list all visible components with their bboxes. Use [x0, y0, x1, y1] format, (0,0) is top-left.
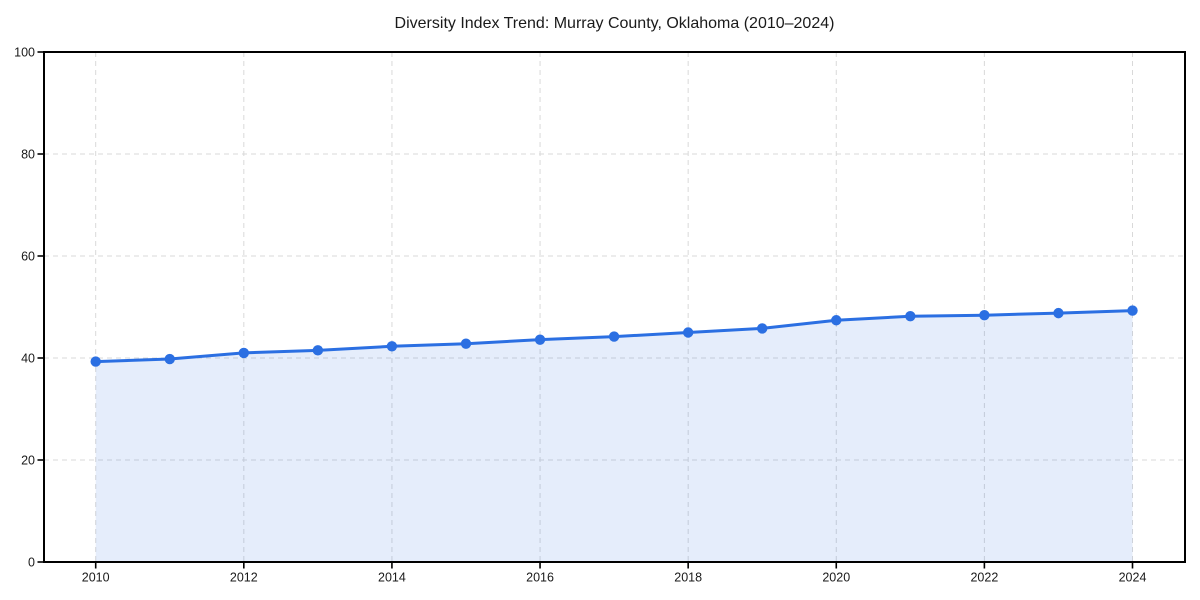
series-layer — [90, 305, 1138, 562]
axis-layer — [37, 51, 1186, 569]
x-tick-label: 2022 — [970, 571, 998, 585]
data-point-marker — [164, 353, 175, 365]
x-tick-label: 2014 — [378, 571, 406, 585]
tick-label-layer: 2010 2012 2014 2016 2018 2020 2022 2024 0 20 40 60 8… — [14, 45, 1146, 584]
data-point-marker — [386, 341, 398, 352]
y-tick-label: 60 — [21, 249, 35, 263]
x-tick-label: 2010 — [82, 571, 110, 585]
x-tick-label: 2016 — [526, 571, 554, 585]
data-point-marker — [238, 347, 250, 359]
y-tick-label: 100 — [14, 45, 35, 59]
data-point-marker — [682, 327, 694, 338]
data-point-marker — [312, 345, 324, 356]
x-tick-label: 2012 — [230, 571, 258, 585]
data-point-marker — [534, 334, 546, 345]
plot-frame — [43, 51, 1186, 563]
x-tick-label: 2024 — [1119, 571, 1147, 585]
data-point-marker — [1127, 305, 1138, 316]
x-tick-label: 2020 — [822, 571, 850, 585]
data-point-marker — [905, 310, 916, 322]
y-tick-label: 40 — [21, 351, 35, 365]
data-point-marker — [979, 309, 990, 321]
data-point-marker — [1053, 307, 1064, 319]
data-point-marker — [90, 356, 101, 367]
data-point-marker — [831, 315, 842, 326]
data-point-marker — [608, 331, 620, 342]
y-tick-label: 80 — [21, 147, 35, 161]
grid-layer — [44, 52, 1185, 562]
data-point-marker — [460, 338, 472, 349]
y-tick-label: 0 — [28, 555, 35, 569]
area-fill — [95, 310, 1133, 562]
chart-title: Diversity Index Trend: Murray County, Ok… — [395, 15, 835, 32]
y-tick-label: 20 — [21, 453, 35, 467]
data-point-marker — [757, 323, 768, 334]
x-tick-label: 2018 — [674, 571, 702, 585]
